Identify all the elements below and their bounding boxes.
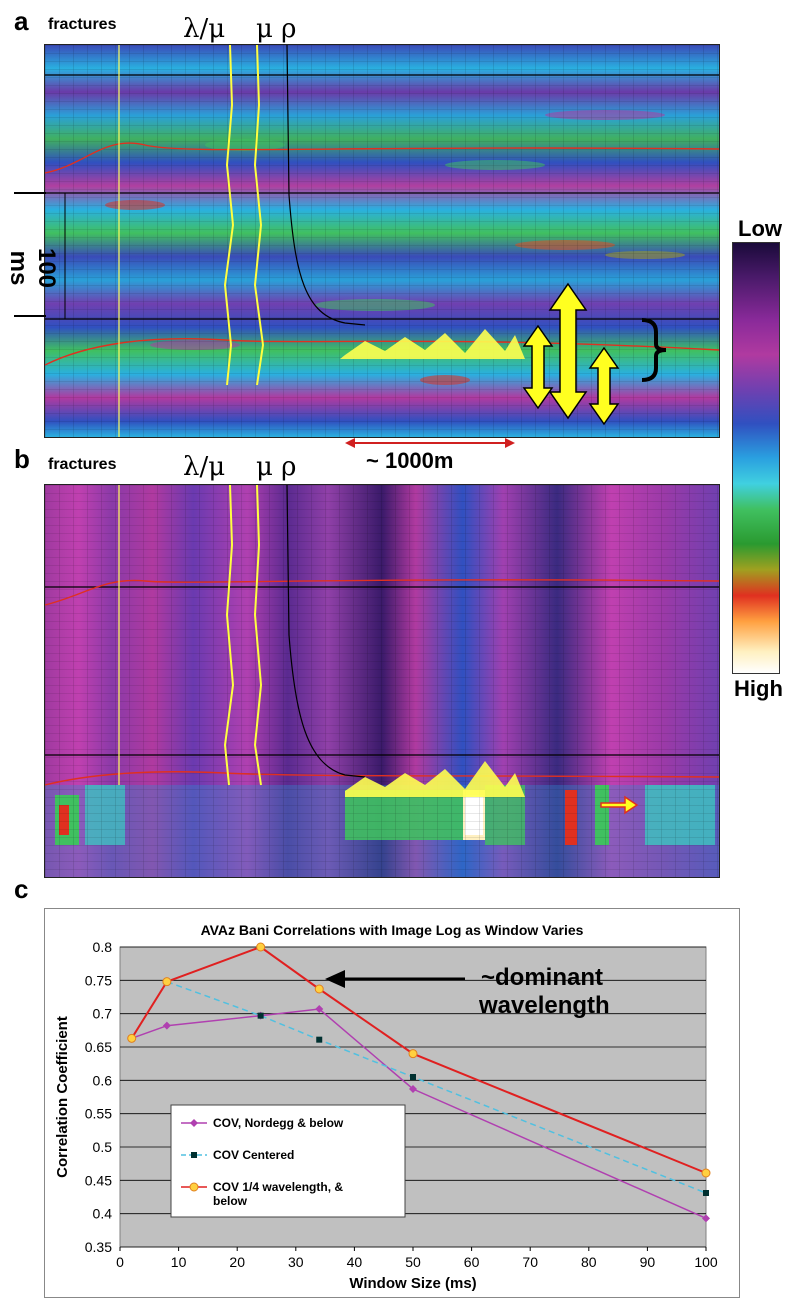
x-axis-label: Window Size (ms) xyxy=(349,1275,476,1292)
colorbar-low-label: Low xyxy=(738,216,782,241)
panel-b-seismic-section xyxy=(44,484,720,878)
panel-a-mu-rho-label: μ ρ xyxy=(256,14,297,44)
y-tick-label: 0.6 xyxy=(93,1072,113,1088)
y-tick-label: 0.45 xyxy=(85,1172,112,1188)
legend-box xyxy=(170,1104,406,1218)
series-line xyxy=(131,1008,707,1219)
panel-b-mu-rho-label: μ ρ xyxy=(256,452,297,482)
chart-frame: AVAz Bani Correlations with Image Log as… xyxy=(44,908,740,1298)
legend-marker xyxy=(190,1119,198,1127)
y-tick-label: 0.75 xyxy=(85,972,112,988)
legend-label: COV, Nordegg & below xyxy=(213,1116,344,1130)
colorbar xyxy=(732,242,780,674)
dominant-wavelength-arrow-icon xyxy=(325,970,465,988)
chart-title: AVAz Bani Correlations with Image Log as… xyxy=(201,922,584,938)
chart-legend: COV, Nordegg & below COV Centered COV 1/4 … xyxy=(170,1104,406,1218)
data-point xyxy=(315,1005,324,1013)
panel-b-letter: b xyxy=(14,444,30,474)
legend-marker xyxy=(191,1152,197,1158)
legend-label-cont: below xyxy=(213,1194,248,1208)
legend-item: COV, Nordegg & below xyxy=(181,1116,344,1130)
x-tick-label: 10 xyxy=(171,1254,187,1270)
long-double-arrow-icon xyxy=(548,282,588,420)
series-line xyxy=(130,945,707,1174)
curly-brace-icon xyxy=(641,318,667,382)
data-point xyxy=(314,984,324,994)
x-tick-label: 40 xyxy=(347,1254,363,1270)
y-tick-label: 0.55 xyxy=(85,1106,112,1122)
medium-double-arrow-icon xyxy=(522,324,554,410)
data-point xyxy=(256,942,266,952)
wavelength-double-arrows xyxy=(522,282,620,426)
x-tick-label: 0 xyxy=(116,1254,124,1270)
data-point xyxy=(702,1214,710,1223)
x-tick-label: 90 xyxy=(640,1254,656,1270)
scale-bar-bottom-tick xyxy=(14,315,46,317)
scale-bar-top-tick xyxy=(14,192,46,194)
panel-a-fractures-label: fractures xyxy=(48,16,117,33)
legend-label: COV Centered xyxy=(213,1148,294,1162)
panel-b-lambda-mu-label: λ/μ xyxy=(183,452,226,482)
colorbar-high-label: High xyxy=(734,676,783,701)
x-tick-label: 50 xyxy=(405,1254,421,1270)
panel-a-lambda-mu-label: λ/μ xyxy=(183,14,226,44)
legend-item: COV 1/4 wavelength, &below xyxy=(181,1180,343,1208)
distance-label: ~ 1000m xyxy=(366,448,454,473)
data-point xyxy=(162,1021,171,1030)
x-tick-label: 60 xyxy=(464,1254,480,1270)
panel-b-seismic-svg xyxy=(45,485,719,877)
data-point xyxy=(257,1012,264,1019)
annotation-line1: ~dominant xyxy=(481,964,603,991)
distance-arrow-icon xyxy=(345,438,515,448)
right-arrow-icon xyxy=(600,795,639,815)
legend-item: COV Centered xyxy=(181,1148,294,1162)
panel-a-letter: a xyxy=(14,6,29,36)
data-point xyxy=(703,1190,709,1196)
data-point xyxy=(127,1033,137,1043)
data-point xyxy=(410,1074,416,1080)
legend-marker xyxy=(189,1182,199,1192)
data-point xyxy=(408,1049,418,1059)
correlation-chart: AVAz Bani Correlations with Image Log as… xyxy=(54,922,718,1292)
short-double-arrow-icon xyxy=(588,346,620,426)
panel-c-letter: c xyxy=(14,874,29,904)
time-scale-label: 100 ms xyxy=(5,247,60,289)
y-tick-label: 0.5 xyxy=(93,1139,113,1155)
y-tick-label: 0.35 xyxy=(85,1239,112,1255)
annotation-line2: wavelength xyxy=(478,992,610,1019)
x-tick-label: 100 xyxy=(694,1254,718,1270)
data-point xyxy=(316,1036,323,1043)
y-tick-label: 0.8 xyxy=(93,939,113,955)
data-point xyxy=(162,977,172,987)
y-tick-label: 0.65 xyxy=(85,1039,112,1055)
panel-b-fractures-label: fractures xyxy=(48,456,117,473)
x-tick-label: 80 xyxy=(581,1254,597,1270)
x-tick-label: 30 xyxy=(288,1254,304,1270)
data-point xyxy=(701,1168,711,1178)
series-2 xyxy=(127,942,711,1178)
y-tick-label: 0.7 xyxy=(93,1006,113,1022)
legend-label: COV 1/4 wavelength, & xyxy=(213,1180,343,1194)
y-tick-label: 0.4 xyxy=(93,1206,113,1222)
x-tick-label: 70 xyxy=(522,1254,538,1270)
x-tick-label: 20 xyxy=(229,1254,245,1270)
y-axis-label: Correlation Coefficient xyxy=(54,1016,71,1178)
data-point xyxy=(409,1085,417,1093)
colorbar-svg xyxy=(733,243,779,673)
